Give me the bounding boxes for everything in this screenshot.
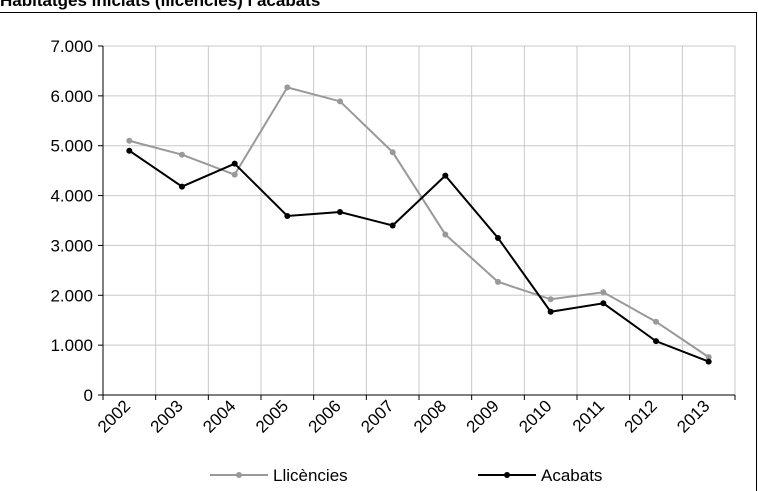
- x-tick-label: 2009: [463, 396, 503, 436]
- data-point: [705, 358, 712, 365]
- x-tick-label: 2005: [252, 396, 292, 436]
- legend-marker: [504, 472, 510, 478]
- data-point: [389, 149, 396, 156]
- data-point: [179, 151, 185, 158]
- series-line-llicències: [129, 86, 710, 358]
- data-point: [653, 338, 659, 345]
- data-point: [179, 183, 185, 190]
- x-tick-label: 2011: [569, 396, 608, 435]
- y-tick-label: 3.000: [50, 236, 93, 255]
- legend-label: Llicències: [273, 466, 348, 485]
- y-tick-label: 6.000: [50, 87, 93, 106]
- y-tick-label: 0: [84, 386, 93, 405]
- data-point: [495, 234, 501, 241]
- y-tick-label: 1.000: [50, 336, 93, 355]
- legend-marker: [236, 472, 242, 478]
- data-point: [547, 296, 554, 303]
- x-tick-label: 2006: [305, 396, 345, 436]
- chart-title: Habitatges iniciats (llicències) i acaba…: [0, 0, 321, 10]
- data-point: [389, 222, 396, 229]
- axes: [98, 45, 736, 400]
- x-tick-labels: 2002 2003 2004 2005 2006 2007 2008 2009 2010 2011…: [94, 396, 714, 436]
- data-point: [126, 147, 133, 154]
- y-tick-label: 5.000: [50, 137, 93, 156]
- data-point: [547, 308, 554, 315]
- data-point: [442, 231, 449, 238]
- data-point: [231, 171, 238, 178]
- y-tick-label: 2.000: [50, 286, 93, 305]
- data-point: [600, 289, 607, 296]
- data-point: [442, 172, 449, 179]
- chart-frame: [0, 12, 757, 491]
- data-point: [337, 98, 343, 105]
- legend-label: Acabats: [541, 466, 602, 485]
- series-line-acabats: [128, 149, 710, 363]
- data-point: [126, 137, 133, 144]
- data-point: [284, 84, 291, 91]
- data-point: [337, 209, 343, 216]
- gridlines: [103, 45, 736, 395]
- y-tick-labels: 0 1.000 2.000 3.000 4.000 5.000 6.000 7.000: [50, 37, 93, 405]
- x-tick-label: 2013: [673, 396, 713, 436]
- data-point: [495, 278, 501, 285]
- x-tick-label: 2012: [621, 396, 661, 436]
- x-tick-label: 2004: [199, 396, 239, 436]
- data-point: [653, 318, 659, 325]
- x-tick-label: 2008: [410, 396, 450, 436]
- x-tick-label: 2003: [147, 396, 187, 436]
- x-tick-label: 2007: [357, 396, 397, 436]
- series-lines: [126, 84, 712, 365]
- data-point: [284, 213, 291, 220]
- data-point: [600, 300, 607, 307]
- data-point: [231, 160, 238, 167]
- x-tick-label: 2002: [94, 396, 134, 436]
- x-tick-label: 2010: [515, 396, 555, 436]
- y-tick-label: 7.000: [50, 37, 93, 56]
- data-point: [705, 354, 712, 361]
- legend: Llicències Acabats: [210, 466, 602, 485]
- y-tick-label: 4.000: [50, 187, 93, 206]
